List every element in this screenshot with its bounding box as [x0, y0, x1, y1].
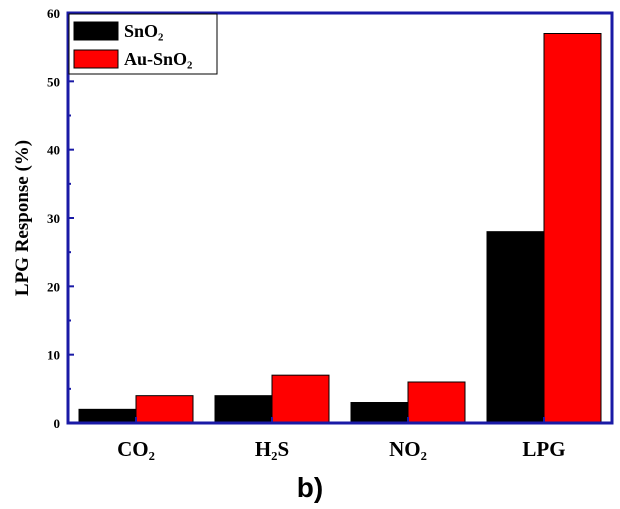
legend-entry: Au-SnO₂ [124, 49, 192, 69]
y-tick-label: 0 [54, 416, 61, 431]
bar-sno2 [214, 395, 273, 424]
y-tick-label: 40 [47, 143, 60, 158]
bar-sno2 [78, 408, 137, 424]
x-tick-label: H₂S [255, 437, 289, 461]
bars-group [78, 33, 602, 424]
bar-au-sno2 [543, 33, 602, 424]
x-tick-label: LPG [522, 437, 565, 461]
legend-swatch [73, 49, 119, 69]
legend-entry: SnO₂ [124, 21, 163, 41]
legend-swatch [73, 21, 119, 41]
y-tick-label: 10 [47, 348, 60, 363]
y-tick-label: 60 [47, 6, 60, 21]
x-tick-label: NO₂ [389, 437, 427, 461]
bar-au-sno2 [271, 374, 330, 424]
bar-au-sno2 [407, 381, 466, 424]
x-axis-ticks: CO₂ H₂S NO₂ LPG [117, 417, 566, 461]
y-tick-label: 20 [47, 279, 60, 294]
y-axis-label: LPG Response (%) [12, 140, 33, 296]
legend: SnO₂ Au-SnO₂ [68, 13, 218, 75]
x-tick-label: CO₂ [117, 437, 155, 461]
bar-sno2 [350, 402, 409, 424]
y-tick-label: 50 [47, 74, 60, 89]
plot-frame [66, 11, 614, 425]
bar-au-sno2 [135, 395, 194, 424]
bar-sno2 [486, 231, 545, 424]
y-tick-label: 30 [47, 211, 60, 226]
panel-label: b) [297, 472, 323, 503]
